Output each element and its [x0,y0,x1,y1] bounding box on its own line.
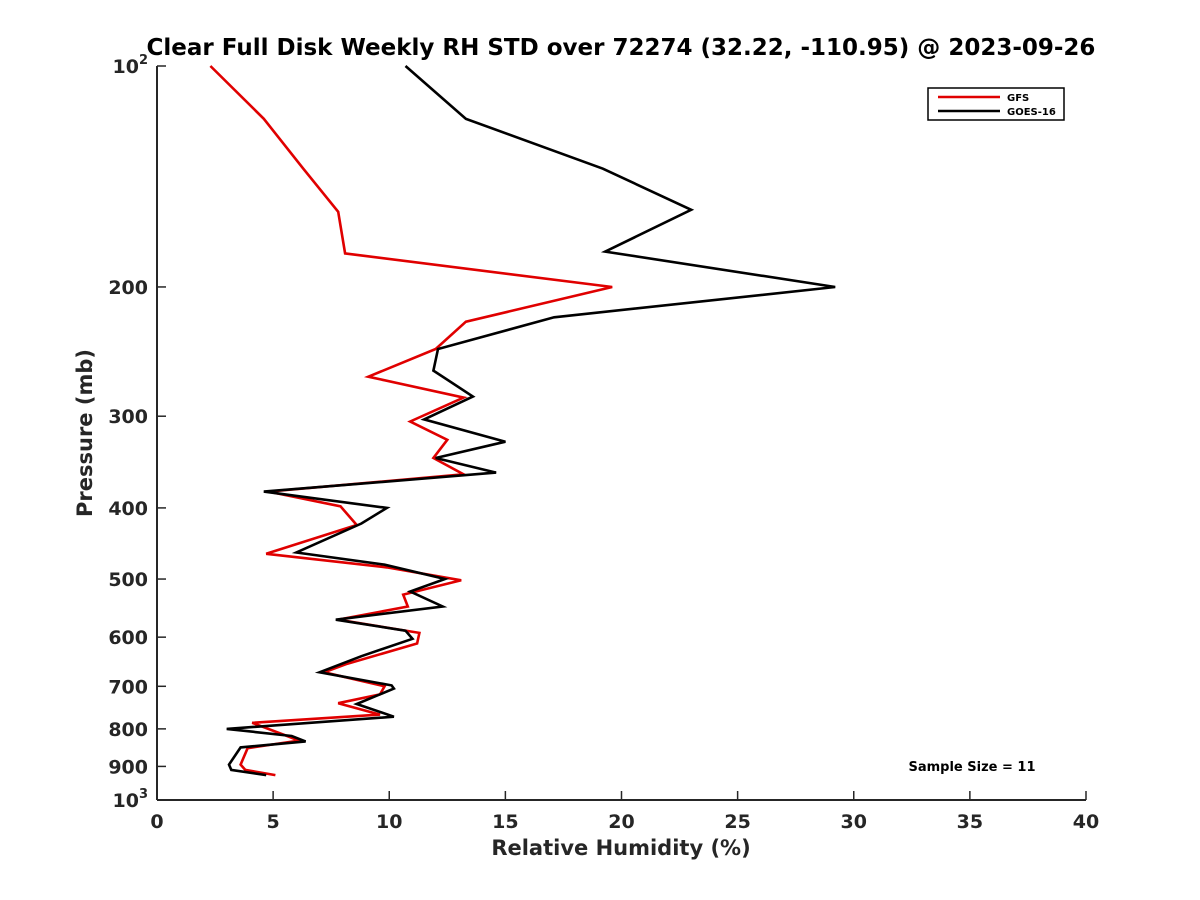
x-ticks: 0 5 10 15 20 25 30 35 40 [150,791,1099,833]
x-axis-label: Relative Humidity (%) [491,836,750,860]
y-tick-label: 103 [113,787,149,812]
x-tick-label: 20 [608,811,634,833]
x-tick-label: 0 [150,811,163,833]
x-tick-label: 30 [841,811,867,833]
legend-label-gfs: GFS [1007,93,1029,104]
y-tick-label: 800 [108,719,148,741]
y-ticks: 102 200 300 400 500 600 700 800 900 103 [108,53,166,812]
legend-label-goes16: GOES-16 [1007,107,1056,118]
x-tick-label: 5 [267,811,280,833]
y-tick-label: 900 [108,756,148,778]
chart-title: Clear Full Disk Weekly RH STD over 72274… [147,35,1096,61]
y-tick-label: 300 [108,406,148,428]
sample-size-annotation: Sample Size = 11 [908,760,1035,775]
y-tick-label: 200 [108,277,148,299]
series-line-goes16 [226,65,836,777]
x-tick-label: 15 [492,811,518,833]
y-tick-label: 102 [113,53,149,78]
plot-lines [209,65,836,777]
y-axis-label: Pressure (mb) [73,349,97,517]
y-tick-label: 600 [108,627,148,649]
legend-box [927,87,1065,121]
legend: GFS GOES-16 [927,87,1065,121]
x-tick-label: 40 [1073,811,1099,833]
y-tick-label: 400 [108,498,148,520]
y-tick-label: 500 [108,569,148,591]
x-tick-label: 35 [957,811,983,833]
y-tick-label: 700 [108,676,148,698]
x-tick-label: 10 [376,811,402,833]
x-tick-label: 25 [724,811,750,833]
